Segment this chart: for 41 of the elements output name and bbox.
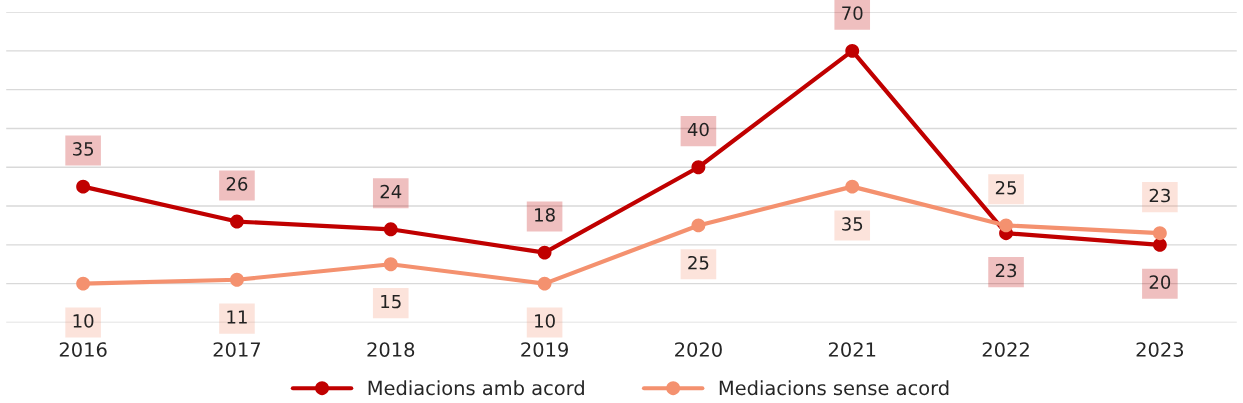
point [845,43,860,58]
x-tick-label: 2017 [213,342,261,357]
data-label: 24 [380,184,402,199]
point [76,276,91,291]
point [383,257,398,272]
point [76,179,91,194]
data-label: 10 [73,314,94,328]
data-label: 70 [842,6,863,21]
point [1152,226,1167,241]
legend-label: Mediacions amb acord [368,380,584,396]
legend-label: Mediacions sense acord [719,380,949,396]
data-label: 40 [687,122,709,137]
data-label: 25 [688,255,709,270]
point [383,222,398,237]
point [230,272,244,287]
point [691,218,706,233]
point [230,214,244,229]
x-tick-label: 2023 [1136,342,1184,357]
data-label: 10 [535,314,555,328]
x-tick-label: 2022 [982,342,1029,357]
x-tick-label: 2021 [828,342,876,357]
point [537,276,552,291]
x-tick-label: 2018 [367,342,415,357]
data-label: 20 [1149,275,1171,289]
x-tick-label: 2016 [59,342,107,357]
data-label: 35 [73,142,94,156]
data-label: 35 [842,217,863,231]
data-label: 26 [226,177,248,191]
point [691,160,706,175]
data-label: 18 [535,208,555,222]
data-label: 25 [995,180,1016,195]
data-label: 23 [1149,188,1170,203]
point [1152,237,1167,252]
data-label: 23 [995,263,1017,278]
x-tick-label: 2019 [521,342,568,357]
x-tick-label: 2020 [675,342,722,357]
point [845,179,860,194]
data-label: 15 [381,294,401,309]
point [999,218,1013,233]
point [537,245,552,260]
data-label: 11 [227,310,247,324]
